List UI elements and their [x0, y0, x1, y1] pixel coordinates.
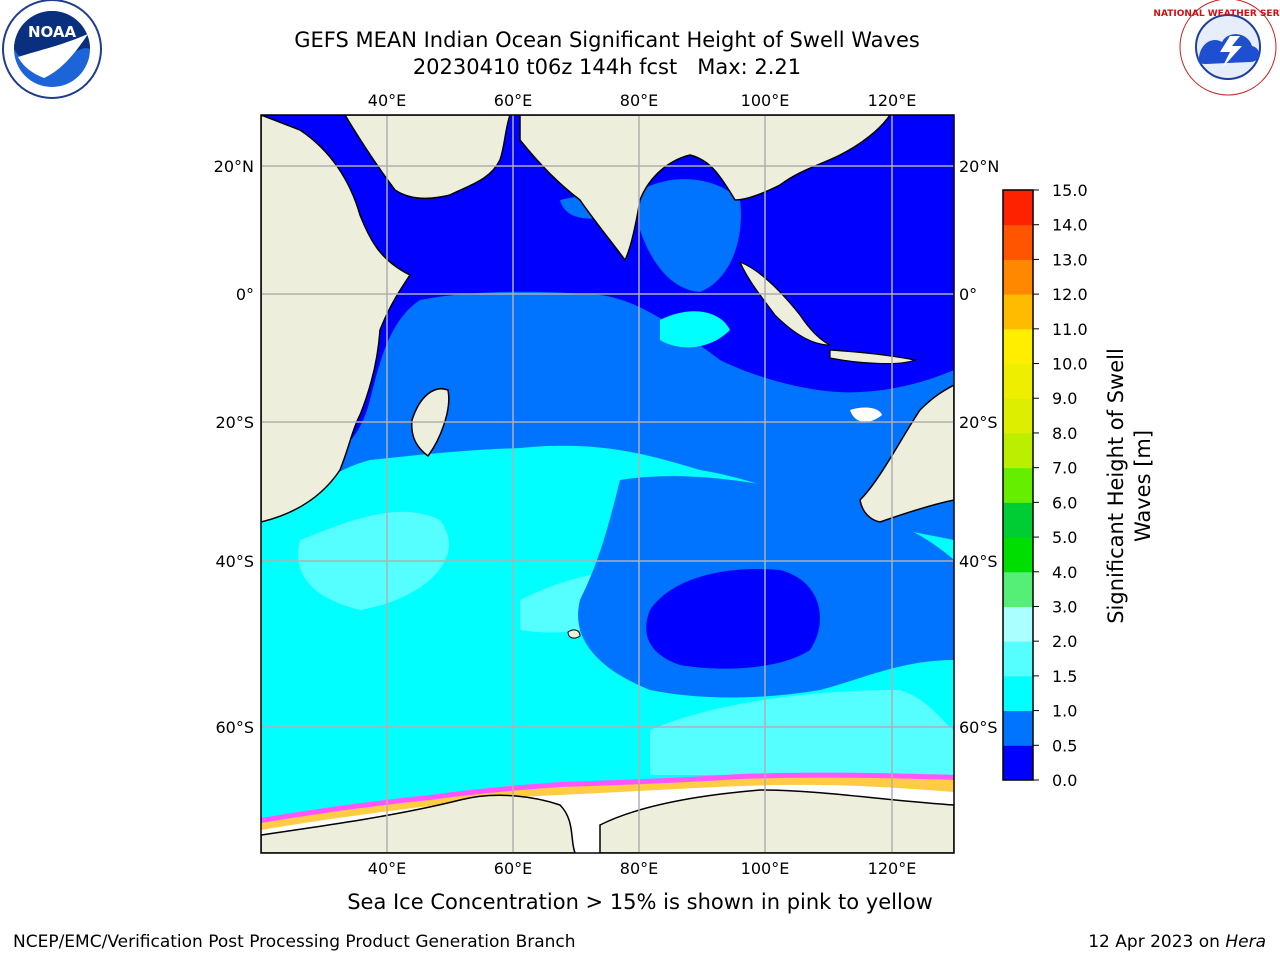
swell-north-low — [261, 115, 954, 450]
colorbar-tick-label: 14.0 — [1052, 216, 1088, 235]
lat-ticks-left: 20°N 0° 20°S 40°S 60°S — [214, 157, 254, 737]
colorbar-segment — [1003, 224, 1033, 260]
lon-ticks-bottom: 40°E 60°E 80°E 100°E 120°E — [368, 859, 917, 878]
colorbar-segment — [1003, 190, 1033, 226]
colorbar-segment — [1003, 745, 1033, 781]
colorbar-tick-label: 2.0 — [1052, 632, 1077, 651]
footer-machine: Hera — [1225, 932, 1266, 952]
lat-tick-right: 20°N — [959, 157, 999, 176]
colorbar-segment — [1003, 502, 1033, 538]
lat-tick-right: 20°S — [959, 413, 998, 432]
lat-tick-left: 40°S — [215, 552, 254, 571]
colorbar-tick-label: 11.0 — [1052, 320, 1088, 339]
map-area — [261, 115, 954, 853]
colorbar-tick-label: 3.0 — [1052, 597, 1077, 616]
lon-tick-top: 80°E — [620, 91, 658, 110]
title-line-1: GEFS MEAN Indian Ocean Significant Heigh… — [294, 28, 920, 52]
swell-lowest-pool — [646, 569, 820, 669]
colorbar-tick-label: 13.0 — [1052, 250, 1088, 269]
title-line-2: 20230410 t06z 144h fcst Max: 2.21 — [412, 55, 802, 79]
lon-tick-bottom: 80°E — [620, 859, 658, 878]
antarctica-land — [261, 789, 954, 853]
lon-tick-top: 100°E — [741, 91, 790, 110]
colorbar-segment — [1003, 675, 1033, 712]
colorbar-segment — [1003, 432, 1033, 469]
java-land — [829, 349, 918, 365]
lat-tick-left: 20°N — [214, 157, 254, 176]
noaa-logo-text: NOAA — [28, 23, 77, 41]
nws-logo: NATIONAL WEATHER SERVICE — [1153, 0, 1280, 96]
colorbar-segment — [1003, 398, 1033, 434]
colorbar-tick-label: 5.0 — [1052, 528, 1077, 547]
lat-tick-right: 40°S — [959, 552, 998, 571]
lat-tick-left: 20°S — [215, 413, 254, 432]
lat-tick-left: 60°S — [215, 718, 254, 737]
colorbar-frame — [1002, 189, 1034, 781]
swell-light-patch-3 — [650, 690, 954, 775]
colorbar-segment — [1003, 259, 1033, 295]
noaa-logo: NOAA — [2, 0, 102, 99]
colorbar-label-line-1: Significant Height of Swell — [1104, 348, 1128, 624]
footer-credit: NCEP/EMC/Verification Post Processing Pr… — [13, 932, 576, 952]
map-frame — [260, 114, 955, 854]
africa-arabia-land — [261, 115, 511, 523]
lat-tick-right: 0° — [959, 285, 977, 304]
lon-tick-top: 120°E — [868, 91, 917, 110]
lon-tick-bottom: 40°E — [368, 859, 406, 878]
lat-tick-right: 60°S — [959, 718, 998, 737]
bay-of-bengal-zone — [640, 179, 741, 292]
colorbar-tick-label: 7.0 — [1052, 459, 1077, 478]
gridlines — [261, 115, 954, 853]
colorbar-segment — [1003, 641, 1033, 677]
colorbar-tick-label: 1.0 — [1052, 702, 1077, 721]
svg-text:NATIONAL WEATHER SERVICE: NATIONAL WEATHER SERVICE — [1153, 9, 1280, 19]
colorbar-segment — [1003, 294, 1033, 330]
colorbar-segment — [1003, 606, 1033, 642]
colorbar-segment — [1003, 571, 1033, 607]
lon-tick-top: 60°E — [494, 91, 532, 110]
lon-tick-bottom: 120°E — [868, 859, 917, 878]
colorbar-tick-label: 10.0 — [1052, 355, 1088, 374]
lon-tick-top: 40°E — [368, 91, 406, 110]
footer-date-text: 12 Apr 2023 on — [1088, 932, 1226, 952]
colorbar-segment — [1003, 467, 1033, 503]
colorbar-segment — [1003, 537, 1033, 573]
lon-ticks-top: 40°E 60°E 80°E 100°E 120°E — [368, 91, 917, 110]
colorbar-tick-label: 1.5 — [1052, 667, 1077, 686]
lat-tick-left: 0° — [236, 285, 254, 304]
colorbar-segment — [1003, 363, 1033, 399]
colorbar-label-line-2: Waves [m] — [1131, 430, 1155, 542]
colorbar-tick-label: 0.0 — [1052, 771, 1077, 790]
lon-tick-bottom: 60°E — [494, 859, 532, 878]
india-asia-land — [519, 115, 891, 262]
colorbar-tick-label: 0.5 — [1052, 736, 1077, 755]
colorbar-tick-label: 8.0 — [1052, 424, 1077, 443]
colorbar-tick-label: 15.0 — [1052, 181, 1088, 200]
colorbar: 0.0 0.5 1.0 1.5 2.0 3.0 4.0 5.0 6.0 7.0 8.0 9.0 10.0… — [1002, 181, 1088, 790]
colorbar-tick-label: 6.0 — [1052, 493, 1077, 512]
footer-date: 12 Apr 2023 on Hera — [1088, 932, 1266, 952]
colorbar-segment — [1003, 328, 1033, 365]
lon-tick-bottom: 100°E — [741, 859, 790, 878]
sea-ice-note: Sea Ice Concentration > 15% is shown in … — [347, 890, 933, 914]
colorbar-segment — [1003, 710, 1033, 746]
lat-ticks-right: 20°N 0° 20°S 40°S 60°S — [959, 157, 999, 737]
colorbar-tick-label: 12.0 — [1052, 285, 1088, 304]
colorbar-tick-label: 9.0 — [1052, 389, 1077, 408]
colorbar-tick-label: 4.0 — [1052, 563, 1077, 582]
